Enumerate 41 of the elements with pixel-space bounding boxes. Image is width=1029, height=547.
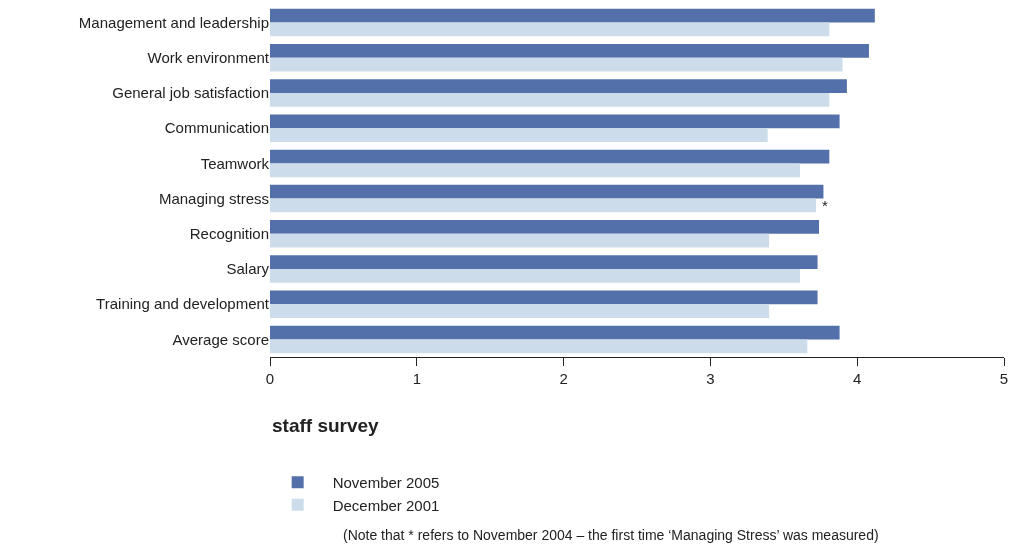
bar	[270, 304, 770, 318]
legend-label: December 2001	[332, 496, 440, 514]
x-tick-label: 1	[412, 370, 421, 387]
bar	[270, 57, 843, 72]
bar	[270, 149, 830, 164]
text: (Note that * refers to November 2004 – the first time ‘Managing Stress’ was measured)	[343, 527, 879, 543]
bar	[270, 233, 770, 248]
bar	[270, 220, 820, 234]
y-tick-label: General job satisfaction	[112, 84, 269, 102]
x-tick-label: 4	[853, 370, 862, 387]
y-tick-label: Management and leadership	[78, 13, 269, 31]
y-tick-label: Salary	[226, 260, 270, 278]
bar	[270, 269, 800, 283]
x-tick-label: 3	[706, 370, 715, 387]
x-tick-label: 2	[559, 370, 568, 387]
bar	[270, 44, 869, 58]
bar	[270, 93, 830, 107]
bar	[270, 163, 800, 178]
bar	[270, 22, 830, 37]
bar	[270, 198, 817, 213]
y-tick-label: Average score	[172, 330, 269, 348]
bar	[270, 8, 875, 23]
bar	[270, 114, 840, 129]
x-tick-label: 0	[265, 370, 275, 387]
text: staff survey	[272, 415, 380, 436]
bar	[270, 79, 847, 93]
annotation: *	[822, 197, 828, 214]
bar	[270, 325, 840, 340]
bar	[270, 128, 768, 142]
y-tick-label: Communication	[164, 119, 269, 137]
x-tick-label: 5	[999, 370, 1009, 387]
bar	[270, 255, 818, 269]
bar	[270, 290, 818, 305]
y-tick-label: Teamwork	[200, 154, 270, 172]
legend-label: November 2005	[332, 474, 440, 492]
y-tick-label: Work environment	[147, 49, 270, 67]
bar	[270, 339, 808, 354]
y-tick-label: Managing stress	[158, 189, 269, 207]
y-tick-label: Recognition	[189, 225, 269, 243]
bar	[270, 184, 824, 199]
y-tick-label: Training and development	[96, 295, 270, 313]
